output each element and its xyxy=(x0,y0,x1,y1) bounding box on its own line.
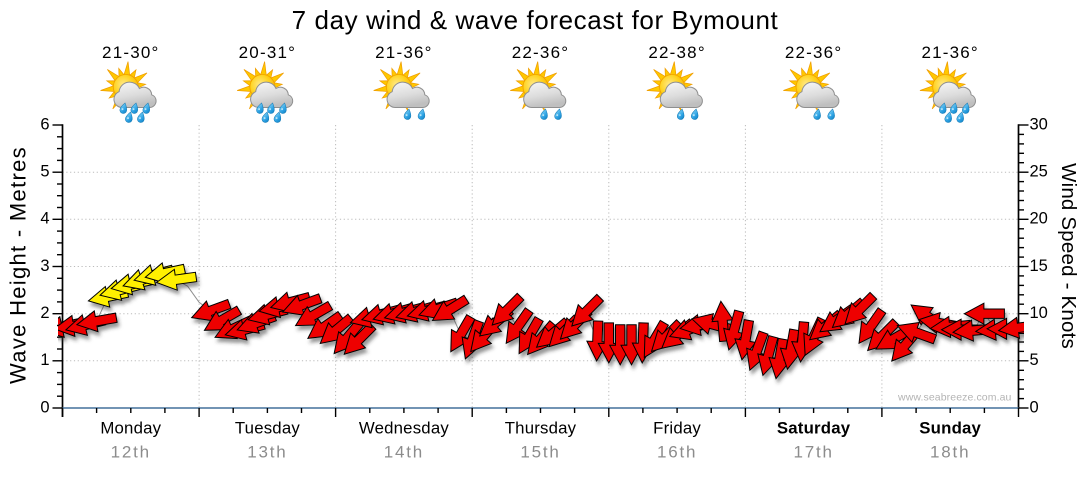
svg-text:21-36°: 21-36° xyxy=(375,43,432,62)
svg-text:22-36°: 22-36° xyxy=(785,43,842,62)
svg-text:Friday: Friday xyxy=(653,419,701,438)
svg-text:Wednesday: Wednesday xyxy=(359,419,450,438)
svg-text:22-38°: 22-38° xyxy=(648,43,705,62)
svg-text:18th: 18th xyxy=(930,443,970,462)
svg-text:Wave Height - Metres: Wave Height - Metres xyxy=(6,146,31,384)
svg-text:Monday: Monday xyxy=(100,419,161,438)
svg-text:5: 5 xyxy=(1030,351,1039,369)
svg-text:Wind Speed - Knots: Wind Speed - Knots xyxy=(1057,163,1080,349)
svg-text:Tuesday: Tuesday xyxy=(235,419,301,438)
svg-text:16th: 16th xyxy=(657,443,697,462)
svg-text:20-31°: 20-31° xyxy=(239,43,296,62)
svg-text:2: 2 xyxy=(40,304,49,322)
svg-text:30: 30 xyxy=(1030,115,1048,133)
svg-text:10: 10 xyxy=(1030,304,1048,322)
svg-text:20: 20 xyxy=(1030,210,1048,228)
svg-text:Sunday: Sunday xyxy=(919,419,981,438)
svg-text:17th: 17th xyxy=(793,443,833,462)
svg-text:21-30°: 21-30° xyxy=(102,43,159,62)
svg-text:12th: 12th xyxy=(111,443,151,462)
svg-text:7 day wind & wave forecast for: 7 day wind & wave forecast for Bymount xyxy=(292,5,779,35)
svg-text:25: 25 xyxy=(1030,163,1048,181)
svg-text:1: 1 xyxy=(40,351,49,369)
svg-text:4: 4 xyxy=(40,210,49,228)
svg-text:www.seabreeze.com.au: www.seabreeze.com.au xyxy=(897,392,1012,404)
svg-text:15: 15 xyxy=(1030,257,1048,275)
svg-text:15th: 15th xyxy=(520,443,560,462)
svg-text:21-36°: 21-36° xyxy=(921,43,978,62)
svg-text:Saturday: Saturday xyxy=(777,419,851,438)
svg-text:6: 6 xyxy=(40,115,49,133)
svg-text:22-36°: 22-36° xyxy=(512,43,569,62)
svg-text:14th: 14th xyxy=(384,443,424,462)
svg-text:0: 0 xyxy=(1030,398,1039,416)
svg-text:3: 3 xyxy=(40,257,49,275)
svg-text:13th: 13th xyxy=(247,443,287,462)
svg-text:5: 5 xyxy=(40,163,49,181)
svg-text:Thursday: Thursday xyxy=(505,419,577,438)
svg-text:0: 0 xyxy=(40,398,49,416)
